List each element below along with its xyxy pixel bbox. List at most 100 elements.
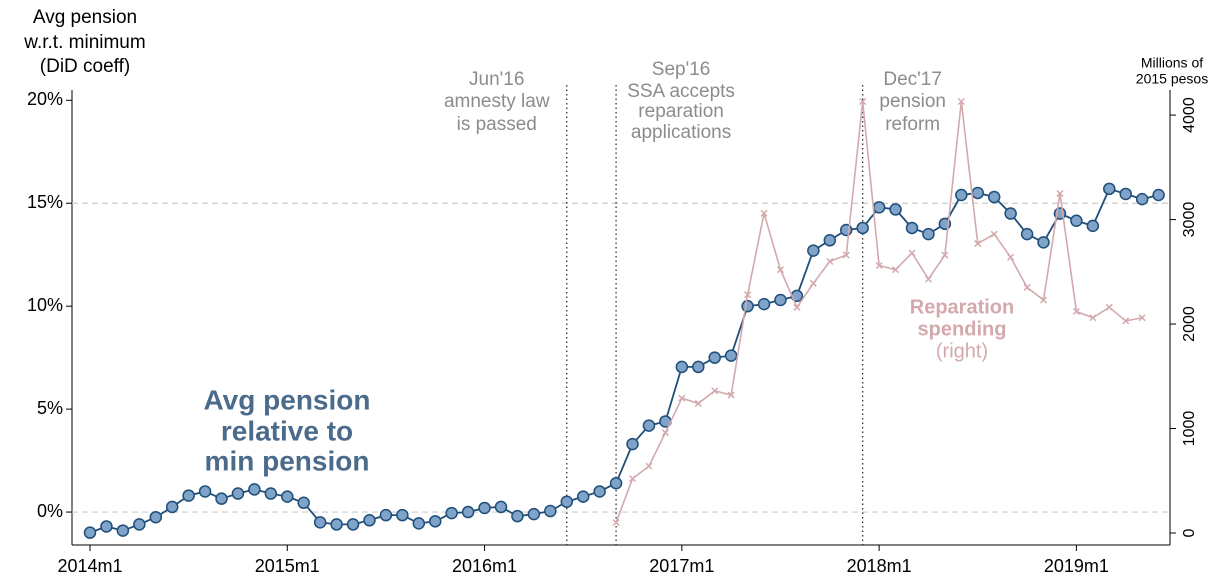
- marker: [1039, 296, 1048, 304]
- marker: [461, 505, 475, 519]
- marker: [609, 476, 623, 490]
- marker: [116, 524, 130, 537]
- series-label: min pension: [205, 445, 370, 476]
- marker: [892, 266, 900, 274]
- marker: [313, 516, 327, 529]
- marker: [807, 244, 820, 257]
- marker: [281, 490, 294, 503]
- marker: [692, 360, 705, 374]
- event-label: reparation: [638, 101, 724, 122]
- marker: [1070, 214, 1083, 227]
- marker: [711, 387, 719, 395]
- marker: [1135, 192, 1149, 206]
- marker: [628, 475, 637, 483]
- event-label: applications: [631, 122, 731, 143]
- marker: [593, 485, 606, 498]
- marker: [856, 221, 869, 235]
- marker: [248, 483, 261, 496]
- marker: [346, 518, 360, 531]
- marker: [527, 507, 541, 521]
- x-tick-label: 2019m1: [1044, 556, 1109, 576]
- marker: [576, 490, 590, 503]
- marker: [675, 360, 689, 374]
- marker: [941, 251, 949, 259]
- marker: [412, 517, 426, 530]
- marker: [1152, 188, 1165, 202]
- x-tick-label: 2018m1: [847, 556, 912, 576]
- marker: [511, 509, 524, 523]
- x-tick-label: 2016m1: [452, 556, 517, 576]
- marker: [955, 188, 968, 202]
- series-label: spending: [918, 318, 1007, 340]
- marker: [149, 510, 163, 524]
- marker: [924, 275, 932, 283]
- marker: [922, 227, 935, 241]
- marker: [165, 500, 179, 514]
- y-tick-label: 10%: [27, 295, 63, 315]
- marker: [83, 526, 97, 539]
- marker: [1138, 314, 1146, 322]
- marker: [889, 203, 902, 216]
- y-title: (DiD coeff): [40, 56, 130, 77]
- marker: [661, 429, 669, 437]
- y2-tick-label: 4000: [1181, 97, 1198, 133]
- marker: [708, 351, 721, 364]
- marker: [544, 504, 557, 518]
- marker: [1086, 219, 1100, 233]
- marker: [478, 501, 491, 515]
- marker: [678, 394, 686, 402]
- marker: [905, 221, 919, 235]
- marker: [1119, 187, 1132, 201]
- event-label: SSA accepts: [627, 81, 735, 102]
- marker: [231, 487, 245, 500]
- marker: [428, 515, 442, 528]
- y2-title: 2015 pesos: [1136, 71, 1208, 87]
- y2-tick-label: 1000: [1181, 411, 1198, 447]
- marker: [363, 514, 376, 527]
- marker: [872, 201, 886, 214]
- marker: [198, 485, 212, 498]
- marker: [560, 495, 574, 509]
- y2-tick-label: 3000: [1181, 202, 1198, 238]
- marker: [215, 492, 228, 505]
- marker: [974, 240, 982, 248]
- marker: [990, 230, 998, 238]
- series-note: (right): [936, 340, 988, 362]
- series-label: relative to: [221, 415, 353, 446]
- marker: [859, 97, 867, 106]
- marker: [182, 489, 195, 502]
- marker: [1089, 314, 1097, 322]
- marker: [776, 266, 785, 274]
- x-tick-label: 2015m1: [255, 556, 320, 576]
- marker: [1037, 236, 1050, 249]
- marker: [741, 299, 754, 313]
- marker: [264, 487, 278, 500]
- marker: [297, 496, 310, 510]
- series-label: Avg pension: [204, 384, 371, 415]
- y2-title: Millions of: [1141, 55, 1203, 71]
- marker: [793, 303, 801, 311]
- marker: [330, 518, 343, 531]
- x-tick-label: 2017m1: [649, 556, 714, 576]
- marker: [757, 297, 771, 311]
- marker: [971, 186, 985, 200]
- marker: [642, 419, 656, 432]
- y2-tick-label: 2000: [1181, 306, 1198, 342]
- marker: [957, 97, 965, 106]
- marker: [1105, 303, 1113, 311]
- marker: [875, 261, 883, 270]
- series-label: Reparation: [910, 296, 1014, 318]
- y-tick-label: 0%: [37, 501, 63, 521]
- event-label: is passed: [457, 114, 537, 135]
- marker: [727, 391, 735, 399]
- marker: [133, 518, 146, 531]
- marker: [694, 399, 702, 407]
- marker: [774, 293, 787, 307]
- event-label: reform: [885, 114, 940, 135]
- marker: [396, 508, 409, 522]
- marker: [1056, 189, 1064, 197]
- marker: [1020, 227, 1034, 241]
- marker: [100, 520, 113, 533]
- event-label: Dec'17: [883, 69, 942, 90]
